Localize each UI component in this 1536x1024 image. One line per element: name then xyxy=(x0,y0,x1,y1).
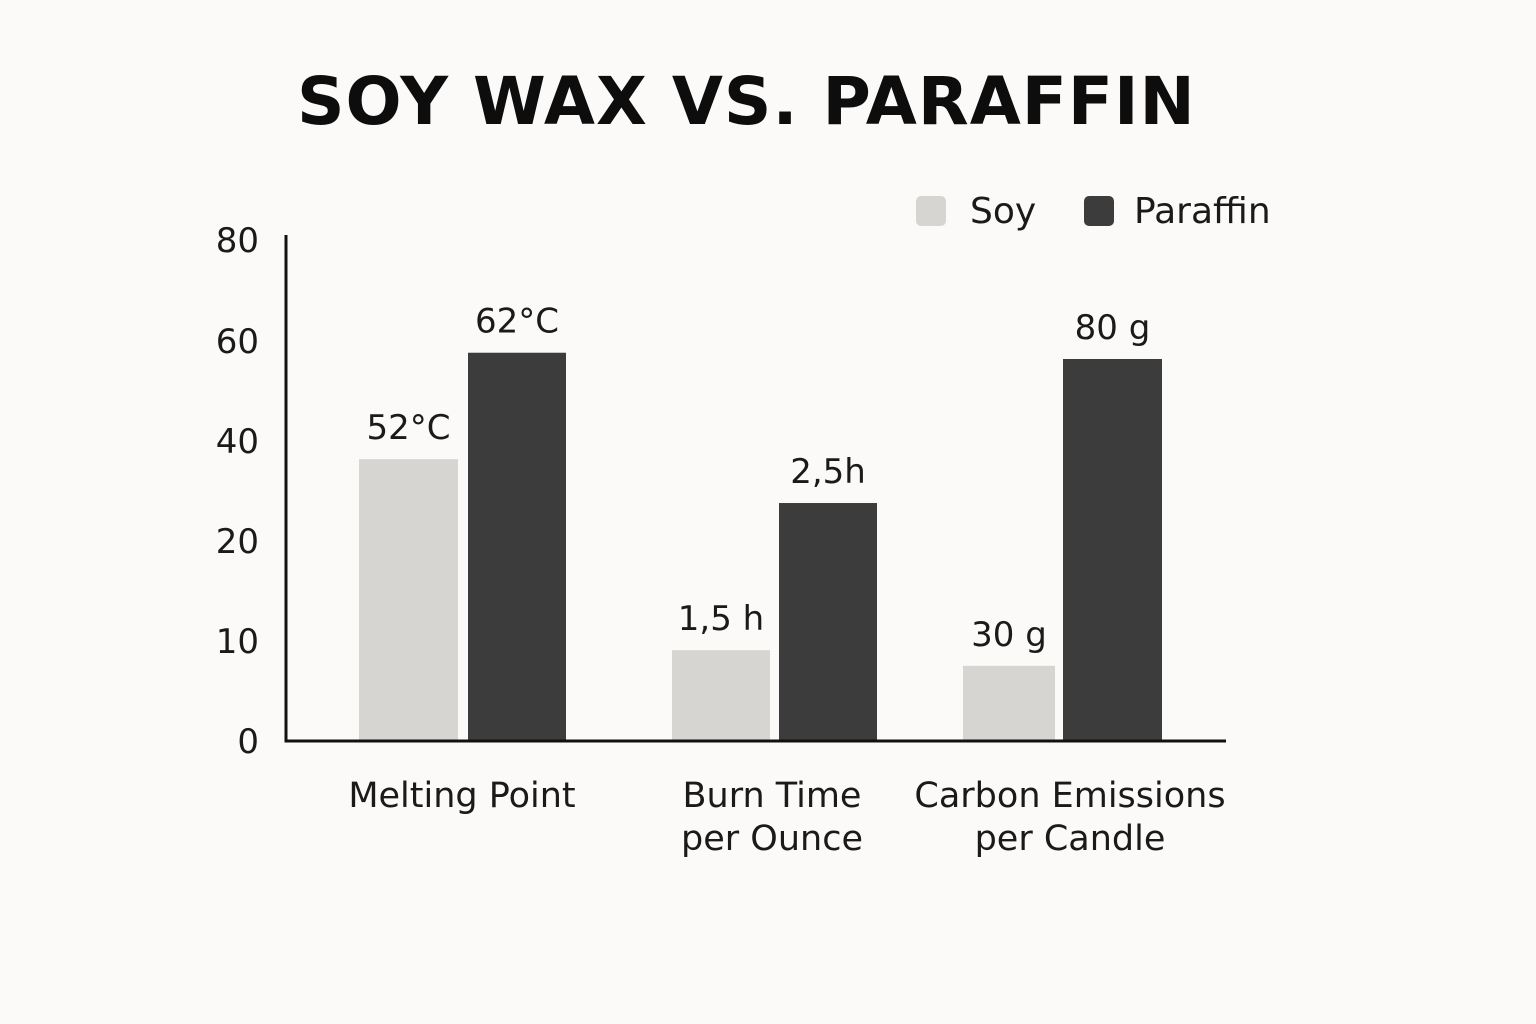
data-label-soy: 1,5 h xyxy=(678,599,764,639)
bars xyxy=(359,352,1162,741)
legend-swatch-paraffin xyxy=(1084,196,1114,226)
y-axis-ticks: 0 10 20 40 60 80 xyxy=(216,221,259,762)
category-label-line: Melting Point xyxy=(348,776,575,816)
axes xyxy=(284,235,1226,743)
category-label-line: per Candle xyxy=(975,819,1166,859)
bar-soy xyxy=(963,665,1055,741)
category-label-line: Burn Time xyxy=(683,776,862,816)
data-label-paraffin: 80 g xyxy=(1075,308,1151,348)
legend-label-soy: Soy xyxy=(970,191,1036,232)
legend-label-paraffin: Paraffin xyxy=(1134,191,1271,232)
y-tick-label: 40 xyxy=(216,422,259,462)
category-label: Carbon Emissions per Candle xyxy=(914,776,1225,859)
bar-paraffin xyxy=(779,503,877,741)
bar-paraffin xyxy=(1063,358,1162,741)
bar-soy xyxy=(359,459,458,741)
bar-soy xyxy=(672,650,770,741)
data-label-paraffin: 2,5h xyxy=(790,452,866,492)
category-labels: Melting Point Burn Time per Ounce Carbon Em… xyxy=(348,776,1225,859)
y-tick-label: 20 xyxy=(216,522,259,562)
chart-title: SOY WAX VS. PARAFFIN xyxy=(297,63,1196,140)
category-label-line: Carbon Emissions xyxy=(914,776,1225,816)
data-label-soy: 52°C xyxy=(366,408,450,448)
category-label: Burn Time per Ounce xyxy=(681,776,863,859)
bar-paraffin xyxy=(468,352,566,741)
category-label: Melting Point xyxy=(348,776,575,816)
legend-swatch-soy xyxy=(916,196,946,226)
legend: Soy Paraffin xyxy=(916,191,1271,232)
y-tick-label: 60 xyxy=(216,322,259,362)
data-label-paraffin: 62°C xyxy=(475,302,559,342)
y-tick-label: 10 xyxy=(216,622,259,662)
y-tick-label: 80 xyxy=(216,221,259,261)
category-label-line: per Ounce xyxy=(681,819,863,859)
data-labels: 52°C 1,5 h 30 g 62°C 2,5h 80 g xyxy=(366,302,1150,655)
y-tick-label: 0 xyxy=(237,722,259,762)
data-label-soy: 30 g xyxy=(971,615,1047,655)
